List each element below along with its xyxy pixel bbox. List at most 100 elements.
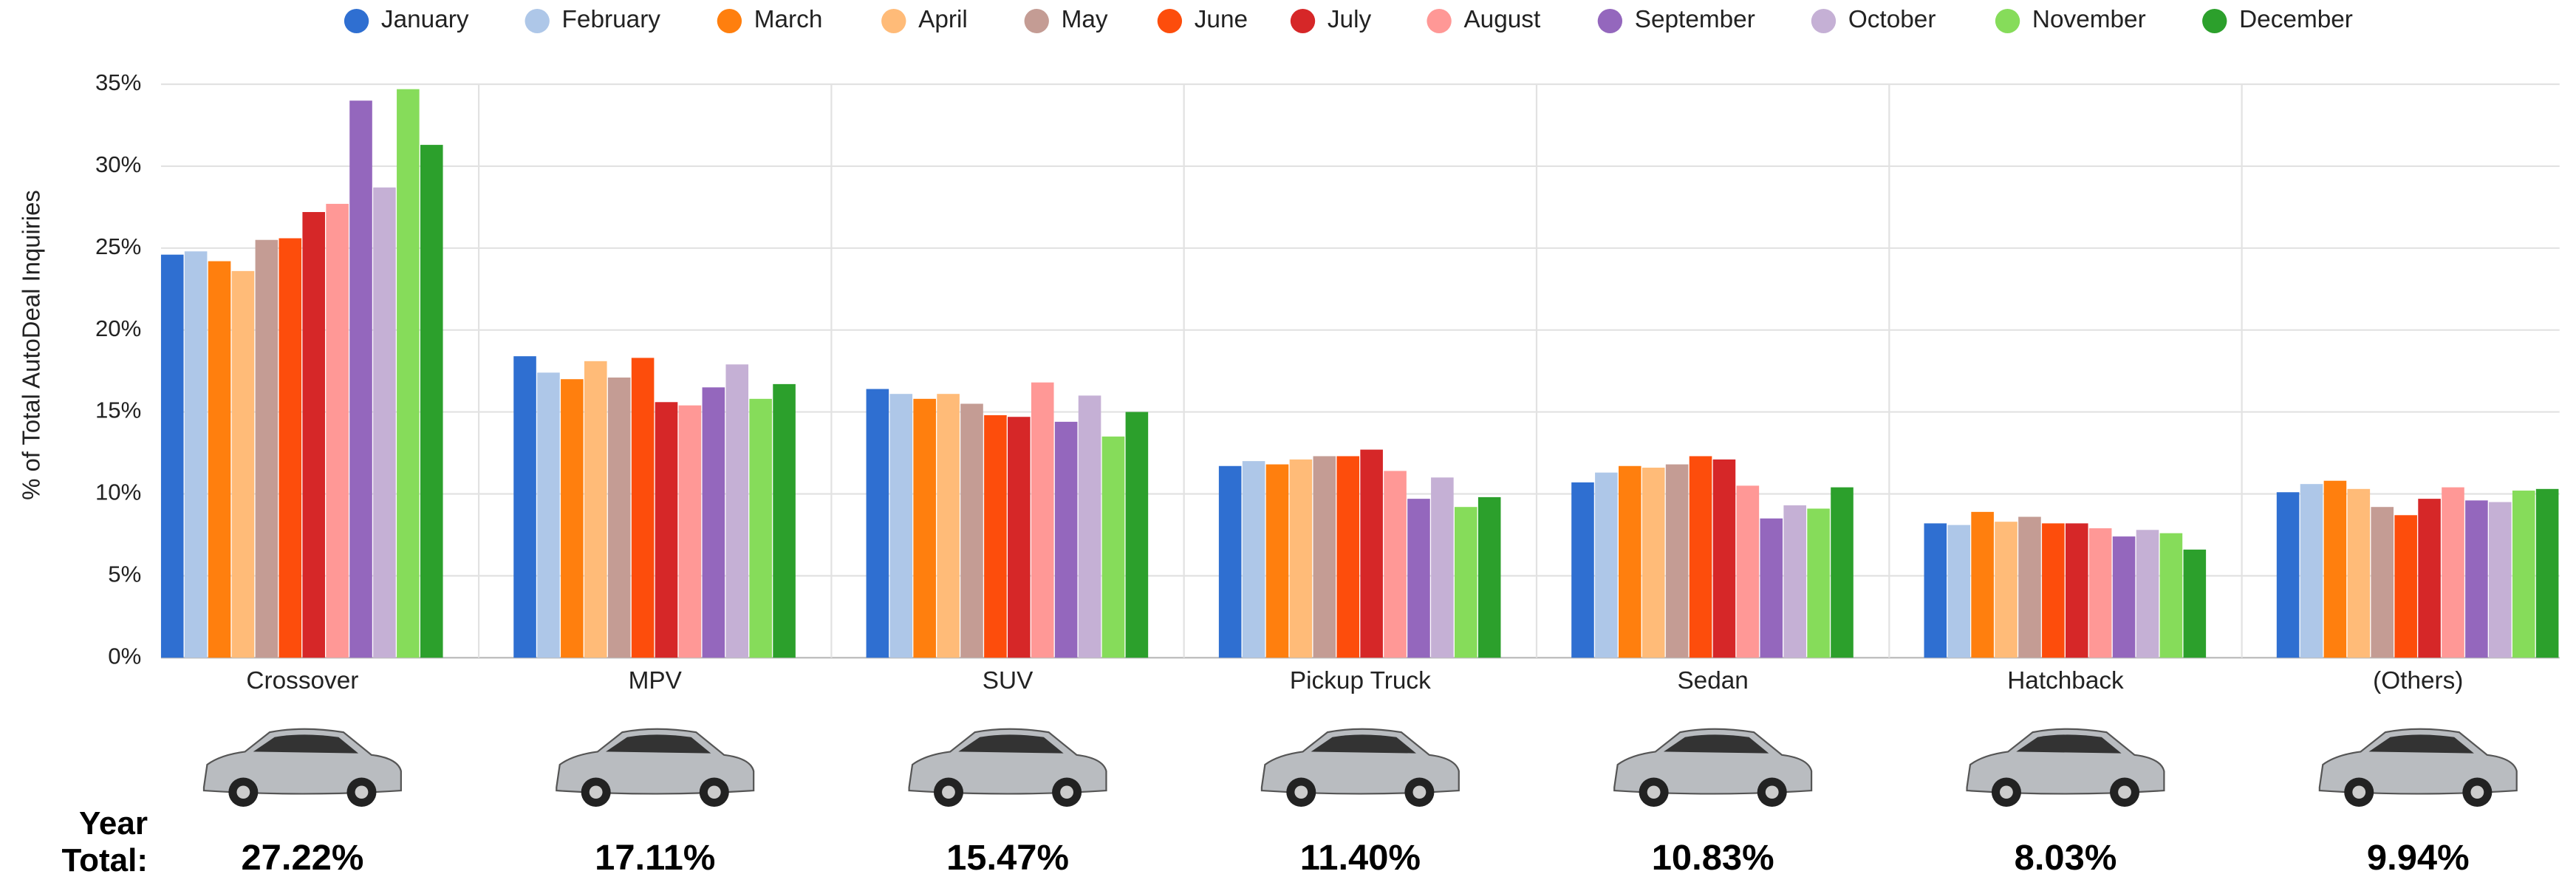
y-tick-label: 30% (95, 151, 141, 177)
y-tick-label: 15% (95, 397, 141, 423)
bar (1360, 449, 1383, 658)
year-total: 17.11% (595, 838, 715, 878)
legend-label: October (1848, 6, 1936, 33)
legend-swatch (1995, 9, 2020, 33)
vehicle-hub (1412, 785, 1427, 799)
bar (2088, 528, 2112, 658)
bar (1289, 459, 1313, 658)
year-total-label: Year Total: (61, 805, 148, 878)
vehicle-hub (236, 785, 250, 799)
bar (2489, 502, 2512, 658)
vehicle-window (958, 734, 1064, 754)
bar (937, 394, 960, 658)
bar (302, 212, 325, 658)
bar (1477, 496, 1501, 658)
x-tick-label: MPV (629, 667, 682, 694)
bar (1431, 477, 1454, 658)
vehicle-body (1966, 728, 2165, 795)
bar (1641, 467, 1665, 658)
bar (1571, 482, 1594, 658)
legend-label: January (381, 6, 469, 33)
bar (1760, 518, 1783, 658)
bar (1665, 464, 1689, 658)
bar (561, 379, 584, 658)
vehicle-hub (2470, 785, 2484, 799)
vehicle-icon (556, 728, 755, 807)
year-total: 27.22% (241, 838, 363, 878)
legend-label: August (1463, 6, 1540, 33)
bar (1407, 499, 1430, 658)
bar (2065, 523, 2088, 658)
bar (2418, 499, 2441, 658)
bar (1054, 421, 1078, 658)
bar (1384, 471, 1407, 658)
legend-label: April (918, 6, 968, 33)
vehicle-window (2368, 734, 2474, 754)
bar (773, 383, 796, 658)
bar (2394, 515, 2417, 658)
y-axis-label: % of Total AutoDeal Inquiries (18, 190, 45, 500)
bar (2347, 488, 2371, 658)
bar (725, 364, 749, 658)
legend-swatch (1024, 9, 1049, 33)
bar (513, 356, 536, 658)
legend-label: September (1635, 6, 1755, 33)
bar (373, 187, 396, 658)
vehicle-hub (707, 785, 721, 799)
bar (2276, 492, 2300, 658)
vehicle-icon (908, 728, 1107, 807)
vehicle-hub (2352, 785, 2366, 799)
bar (2042, 523, 2065, 658)
legend-swatch (881, 9, 906, 33)
bar (1101, 436, 1125, 658)
legend-swatch (1597, 9, 1623, 33)
bar (420, 145, 443, 658)
x-tick-label: Pickup Truck (1290, 667, 1431, 694)
vehicle-body (202, 728, 402, 795)
vehicle-hub (2118, 785, 2131, 799)
legend-swatch (717, 9, 742, 33)
bar (889, 394, 913, 658)
bar (1031, 382, 1054, 658)
legend-label: May (1062, 6, 1108, 33)
legend-label: March (754, 6, 823, 33)
vehicle-hub (1060, 785, 1073, 799)
legend-swatch (344, 9, 369, 33)
vehicle-window (606, 734, 711, 754)
legend-swatch (2202, 9, 2227, 33)
vehicle-body (908, 728, 1107, 795)
year-total: 10.83% (1652, 838, 1774, 878)
year-total: 9.94% (2367, 838, 2470, 878)
bar (326, 203, 349, 658)
x-tick-label: SUV (983, 667, 1034, 694)
vehicle-hub (589, 785, 603, 799)
bar (1995, 522, 2018, 658)
bar (1807, 508, 1830, 658)
bar (2442, 487, 2464, 658)
vehicle-window (253, 734, 359, 754)
bar (1689, 456, 1712, 658)
vehicle-body (1613, 728, 1813, 795)
bar (1008, 417, 1031, 658)
y-tick-label: 5% (108, 561, 141, 587)
bar (2323, 480, 2347, 658)
vehicle-icon (1260, 728, 1460, 807)
vehicle-hub (355, 785, 369, 799)
bar (2535, 488, 2559, 658)
vehicle-icon (202, 728, 402, 807)
bar (1336, 456, 1360, 658)
bar (1736, 485, 1760, 658)
bar (1125, 412, 1149, 658)
vehicle-hub (1294, 785, 1308, 799)
bar (255, 239, 279, 658)
bar (607, 378, 631, 658)
x-tick-label: Sedan (1677, 667, 1748, 694)
bar (631, 358, 655, 658)
bar (1947, 525, 1970, 658)
legend-label: February (562, 6, 661, 33)
bar (2136, 530, 2159, 658)
bar (1242, 461, 1265, 658)
bar (231, 270, 255, 658)
vehicle-icon (1613, 728, 1813, 807)
